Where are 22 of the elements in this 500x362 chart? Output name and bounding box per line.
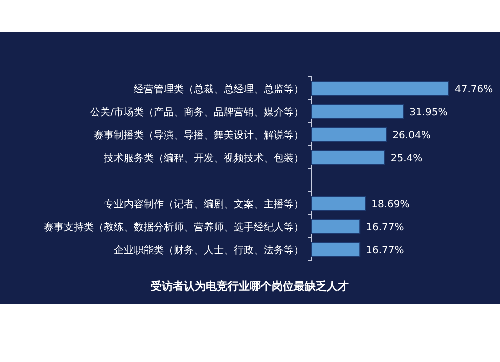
bar <box>312 127 388 142</box>
data-label: 47.76% <box>455 84 494 96</box>
text: 受访者认为电竞行业哪个岗位最缺乏人才 <box>150 280 349 293</box>
data-label: 16.77% <box>366 222 404 234</box>
y-tick-label: 技术服务类（编程、开发、视频技术、包装） <box>103 152 304 164</box>
bar <box>312 150 386 165</box>
y-tick-label: 经营管理类（总裁、总经理、总监等） <box>134 84 304 96</box>
y-tick-label: 专业内容制作（记者、编剧、文案、主播等） <box>104 198 304 210</box>
y-tick-label: 赛事制播类（导演、导播、舞美设计、解说等） <box>94 130 304 142</box>
bar <box>312 81 450 96</box>
bar <box>312 196 366 211</box>
data-label: 31.95% <box>410 108 448 118</box>
y-tick-label: 公关/市场类（产品、商务、品牌营销、媒介等） <box>90 106 304 118</box>
data-label: 25.4% <box>390 154 423 164</box>
y-tick-label: 赛事支持类（教练、数据分析师、营养师、选手经纪人等） <box>44 222 304 234</box>
y-tick-label: 企业职能类（财务、人士、行政、法务等） <box>114 244 304 256</box>
data-label: 16.77% <box>366 246 404 256</box>
bar <box>312 242 361 257</box>
bar <box>312 104 404 119</box>
data-label: 26.04% <box>392 130 431 142</box>
bar <box>312 219 361 234</box>
data-label: 18.69% <box>372 200 410 210</box>
